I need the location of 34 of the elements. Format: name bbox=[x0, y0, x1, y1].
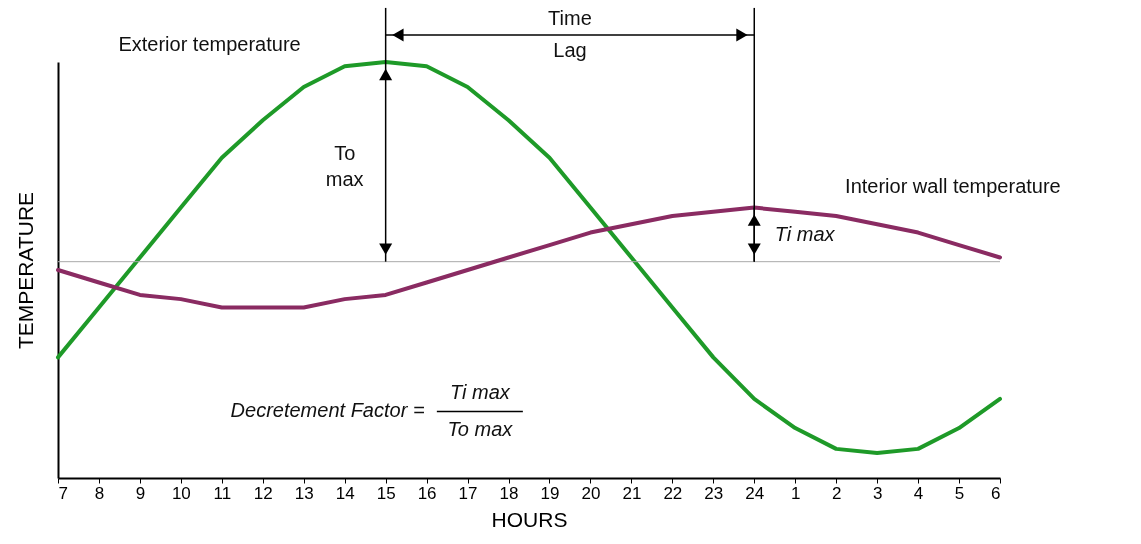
x-tick-label: 2 bbox=[831, 483, 842, 503]
x-tick-label: 13 bbox=[294, 483, 314, 503]
x-tick-label: 23 bbox=[704, 483, 724, 503]
x-tick-label: 18 bbox=[499, 483, 519, 503]
annotation: To max bbox=[447, 418, 514, 441]
x-tick-label: 22 bbox=[663, 483, 683, 503]
x-tick-label: 16 bbox=[417, 483, 437, 503]
annotation: To max bbox=[325, 141, 364, 190]
x-tick-label: 12 bbox=[253, 483, 273, 503]
x-tick-label: 1 bbox=[790, 483, 801, 503]
x-tick-label: 5 bbox=[954, 483, 965, 503]
x-tick-label: 7 bbox=[58, 483, 68, 503]
x-tick-label: 10 bbox=[171, 483, 191, 503]
series-label: Exterior temperature bbox=[118, 33, 301, 56]
x-tick-label: 14 bbox=[335, 483, 355, 503]
x-axis-title: HOURS bbox=[491, 507, 568, 531]
annotation: Ti max bbox=[449, 380, 511, 403]
annotation: Ti max bbox=[774, 222, 836, 245]
x-tick-label: 4 bbox=[913, 483, 924, 503]
series-label: Interior wall temperature bbox=[845, 174, 1061, 197]
x-tick-label: 8 bbox=[94, 483, 105, 503]
y-axis-title: TEMPERATURE bbox=[13, 191, 37, 350]
text: Time Lag bbox=[548, 6, 592, 61]
x-tick-label: 15 bbox=[376, 483, 396, 503]
x-tick-label: 11 bbox=[213, 483, 232, 503]
x-tick-label: 21 bbox=[622, 483, 642, 503]
x-tick-label: 17 bbox=[458, 483, 478, 503]
x-tick-label: 9 bbox=[135, 483, 146, 503]
x-tick-label: 24 bbox=[745, 483, 765, 503]
x-tick-label: 20 bbox=[581, 483, 601, 503]
x-tick-label: 6 bbox=[991, 483, 1001, 503]
annotation: Decretement Factor = bbox=[230, 399, 425, 422]
x-tick-label: 19 bbox=[540, 483, 560, 503]
x-tick-label: 3 bbox=[872, 483, 883, 503]
